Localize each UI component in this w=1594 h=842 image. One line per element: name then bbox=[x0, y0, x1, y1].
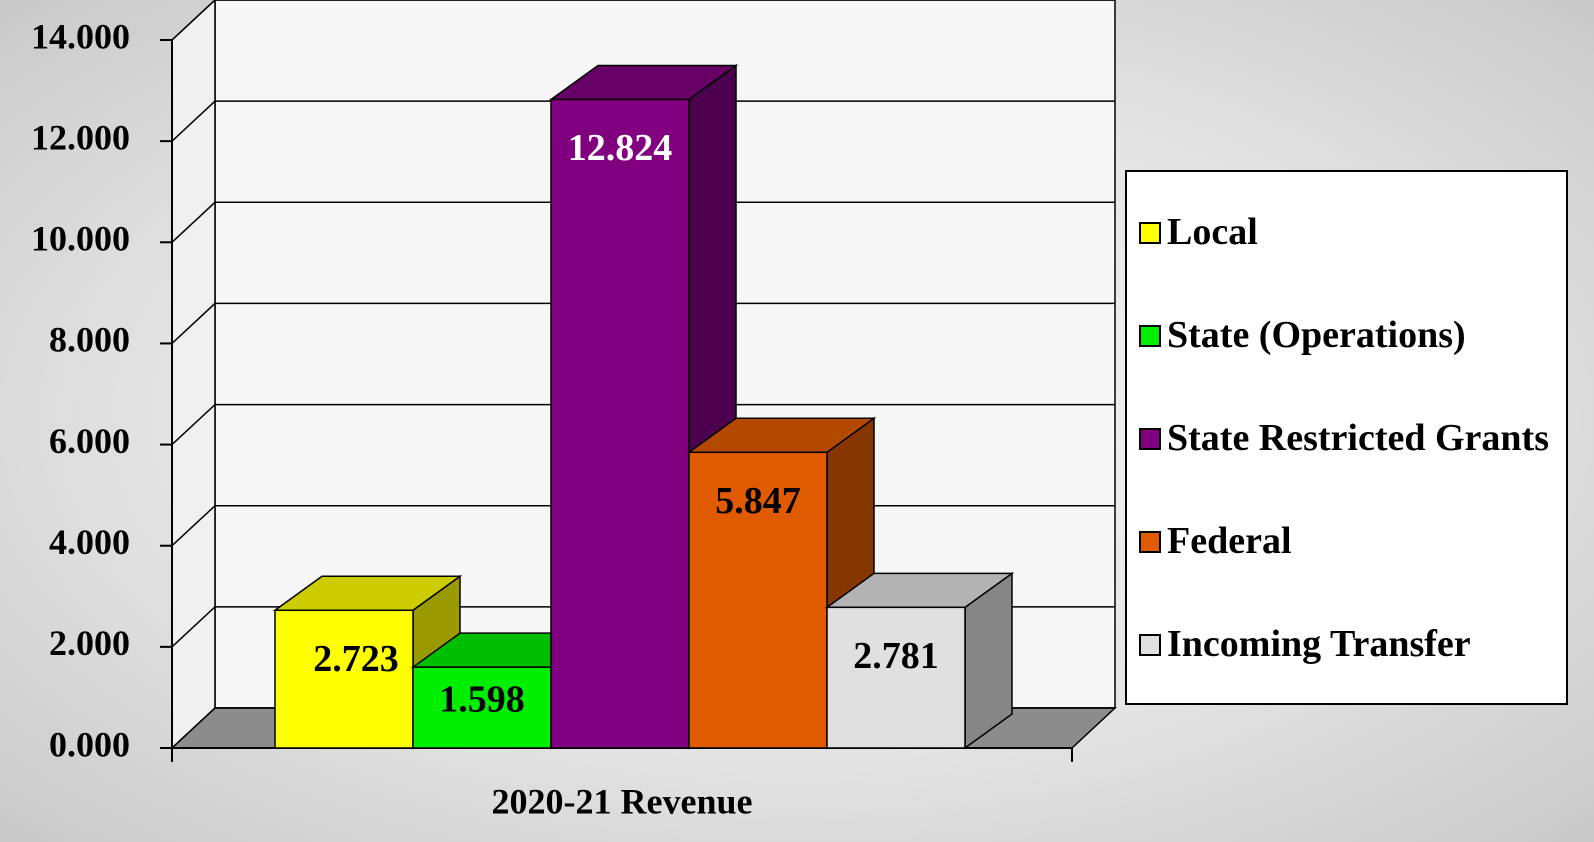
legend-swatch bbox=[1139, 427, 1161, 450]
legend-swatch bbox=[1139, 633, 1161, 656]
grid-line bbox=[171, 302, 1115, 344]
legend-label: Local bbox=[1167, 210, 1258, 253]
x-axis-label: 2020-21 Revenue bbox=[492, 781, 753, 821]
grid-line bbox=[171, 0, 1115, 41]
grid-line bbox=[171, 201, 1115, 243]
y-tick-label: 0.000 bbox=[49, 724, 130, 764]
side-wall bbox=[171, 0, 216, 750]
legend-swatch bbox=[1139, 530, 1161, 553]
bar-front bbox=[550, 98, 690, 749]
bar-front bbox=[826, 606, 966, 749]
y-tick-label: 6.000 bbox=[49, 421, 130, 461]
legend: Local State (Operations) State Restricted … bbox=[1125, 170, 1568, 705]
legend-label: State Restricted Grants bbox=[1167, 416, 1550, 459]
y-tick-label: 2.000 bbox=[49, 623, 130, 663]
bar-front bbox=[688, 451, 828, 749]
legend-entry: State Restricted Grants bbox=[1139, 416, 1556, 460]
bar-front bbox=[412, 666, 552, 749]
data-label: 5.847 bbox=[715, 480, 801, 522]
y-tick-label: 10.000 bbox=[31, 219, 130, 259]
y-tick-label: 8.000 bbox=[49, 320, 130, 360]
legend-entry: Federal bbox=[1139, 519, 1556, 563]
data-label: 12.824 bbox=[568, 127, 673, 169]
grid-line bbox=[171, 100, 1115, 142]
legend-label: Federal bbox=[1167, 519, 1292, 562]
data-label: 1.598 bbox=[439, 679, 525, 721]
legend-entry: State (Operations) bbox=[1139, 313, 1556, 357]
bar-front bbox=[274, 609, 414, 749]
y-tick-label: 12.000 bbox=[31, 117, 130, 157]
data-label: 2.781 bbox=[853, 635, 939, 677]
y-tick-label: 14.000 bbox=[31, 16, 130, 56]
data-label: 2.723 bbox=[313, 638, 399, 680]
y-tick-label: 4.000 bbox=[49, 522, 130, 562]
legend-entry: Incoming Transfer bbox=[1139, 622, 1556, 666]
legend-label: State (Operations) bbox=[1167, 313, 1466, 356]
legend-swatch bbox=[1139, 324, 1161, 347]
grid-line bbox=[171, 403, 1115, 446]
bar bbox=[824, 571, 1015, 750]
legend-entry: Local bbox=[1139, 210, 1556, 254]
legend-label: Incoming Transfer bbox=[1167, 622, 1471, 665]
legend-swatch bbox=[1139, 221, 1161, 244]
